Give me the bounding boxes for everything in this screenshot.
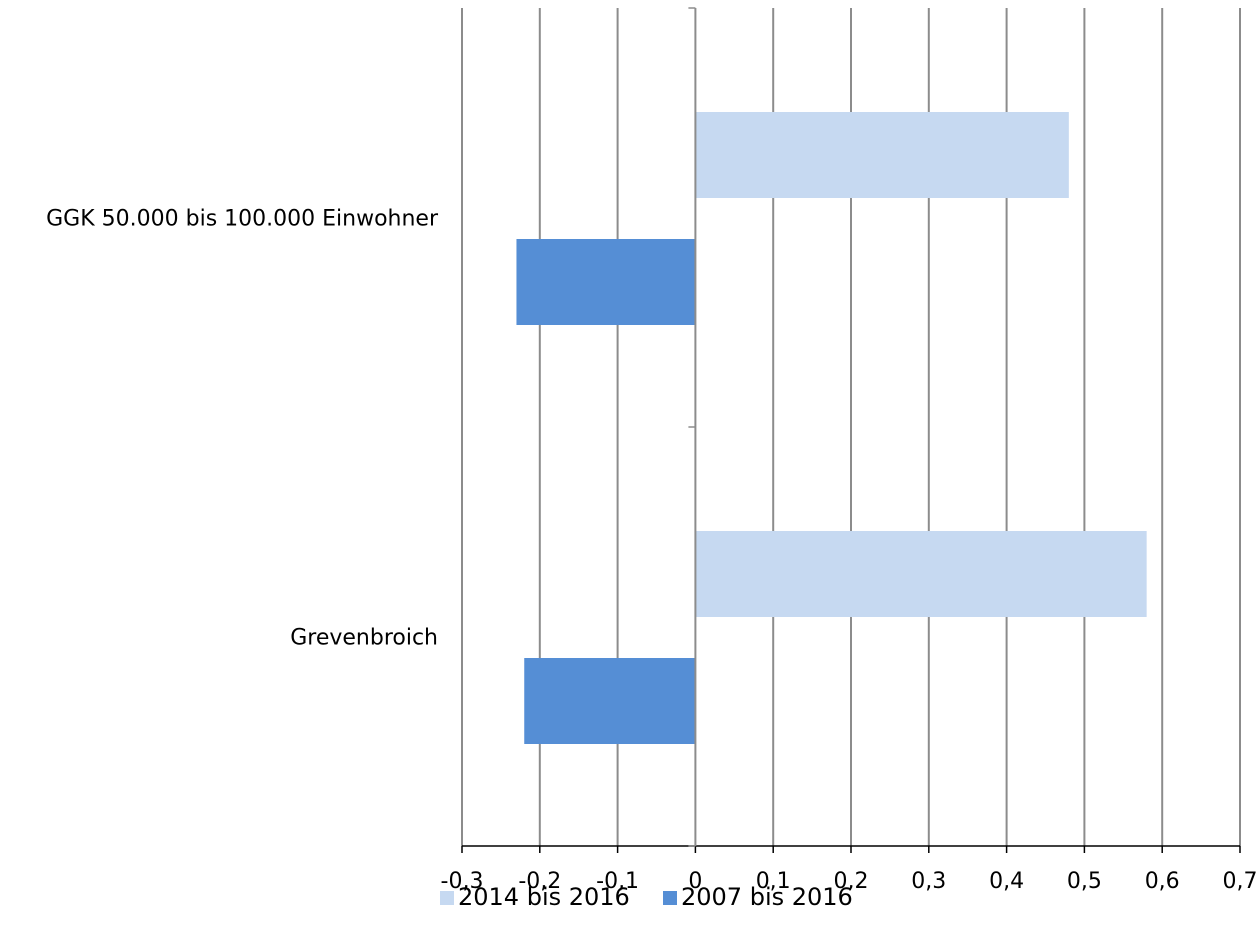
- x-tick-label: -0,3: [441, 869, 484, 894]
- x-tick-label: -0,2: [518, 869, 561, 894]
- bar: [524, 658, 696, 744]
- x-tick-label: 0,1: [756, 869, 791, 894]
- bar: [695, 112, 1069, 198]
- x-tick-label: 0,2: [834, 869, 869, 894]
- x-tick-label: 0,7: [1223, 869, 1258, 894]
- x-tick-label: 0: [688, 869, 702, 894]
- x-tick-label: 0,5: [1067, 869, 1102, 894]
- category-labels: GGK 50.000 bis 100.000 Einwohner Grevenbr…: [46, 207, 439, 651]
- axes: [461, 7, 1241, 853]
- bar: [695, 531, 1147, 617]
- bar: [516, 239, 696, 325]
- x-tick-label: 0,6: [1145, 869, 1180, 894]
- x-tick-labels: -0,3 -0,2 -0,1 0 0,1 0,2 0,3 0,4 0,5 0,6 0,7: [441, 869, 1258, 894]
- bars: [516, 112, 1147, 744]
- legend-label: 2014 bis 2016: [458, 883, 630, 911]
- legend-label: 2007 bis 2016: [681, 883, 853, 911]
- legend-swatch: [663, 891, 677, 905]
- x-tick-label: -0,1: [596, 869, 639, 894]
- legend: 2014 bis 2016 2007 bis 2016: [440, 883, 853, 911]
- x-tick-label: 0,3: [911, 869, 946, 894]
- legend-swatch: [440, 891, 454, 905]
- category-label: Grevenbroich: [290, 626, 438, 651]
- category-label: GGK 50.000 bis 100.000 Einwohner: [46, 207, 439, 232]
- x-tick-label: 0,4: [989, 869, 1024, 894]
